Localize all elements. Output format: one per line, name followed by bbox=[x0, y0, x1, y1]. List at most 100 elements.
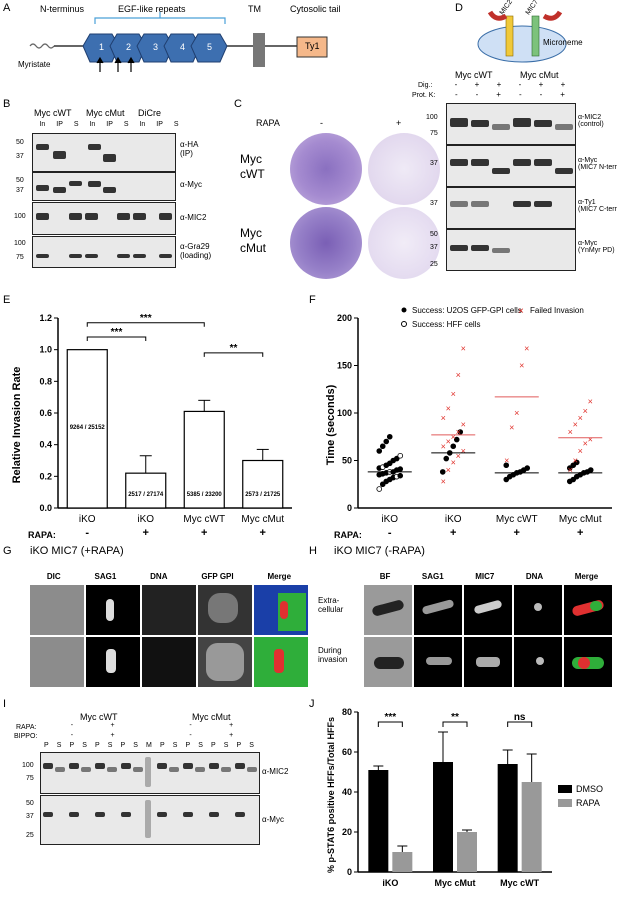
e-sig-bracket bbox=[86, 322, 205, 327]
c-minus: - bbox=[320, 118, 323, 128]
blot-d-myc bbox=[446, 145, 576, 187]
panel-label-e: E bbox=[3, 294, 11, 306]
b3-antibody: α-MIC2 bbox=[180, 213, 207, 222]
j-ytick-label: 60 bbox=[342, 747, 352, 757]
i1-mw-75: 75 bbox=[26, 775, 34, 782]
h-r2-bf bbox=[364, 637, 412, 687]
e-ytick-label: 0.4 bbox=[39, 440, 52, 450]
f-point-success bbox=[443, 455, 450, 462]
f-point-success bbox=[376, 486, 383, 492]
f-point-fail: × bbox=[568, 465, 573, 475]
d2-mw-37: 37 bbox=[430, 160, 438, 167]
j-bar bbox=[392, 852, 413, 872]
j-ytick-label: 80 bbox=[342, 707, 352, 717]
f-x-label: iKO bbox=[381, 514, 398, 525]
e-ytick-label: 1.0 bbox=[39, 345, 52, 355]
e-sig-bracket bbox=[203, 352, 264, 357]
blot-i-myc bbox=[40, 795, 260, 845]
egf-label: EGF-like repeats bbox=[118, 4, 186, 14]
i-rapa-values: - + - + bbox=[70, 722, 234, 729]
g-r1-sag1 bbox=[86, 585, 140, 635]
c-plus: + bbox=[396, 118, 402, 128]
f-point-success bbox=[570, 476, 577, 483]
f-point-fail: × bbox=[509, 422, 514, 432]
ty1-label: Ty1 bbox=[305, 41, 320, 51]
j-ytick-label: 20 bbox=[342, 827, 352, 837]
i-group-1: Myc cWT bbox=[80, 712, 118, 722]
e-sig-bracket bbox=[86, 336, 147, 341]
ty1-tag bbox=[296, 36, 328, 58]
d-microneme-label: Microneme bbox=[543, 38, 583, 47]
b2-antibody: α-Myc bbox=[180, 180, 202, 189]
f-point-success bbox=[524, 465, 531, 471]
f-point-fail: × bbox=[446, 437, 451, 447]
f-point-success bbox=[503, 462, 510, 469]
g-col-labels: DIC SAG1 DNA GFP GPI Merge bbox=[46, 572, 292, 581]
j-x-label: iKO bbox=[382, 878, 398, 888]
j-sig-bracket bbox=[442, 721, 468, 727]
e-rapa-value: + bbox=[201, 527, 207, 539]
e-bar bbox=[125, 472, 167, 509]
d-protk-label: Prot. K: bbox=[412, 92, 436, 99]
b-group-2: Myc cMut bbox=[86, 108, 125, 118]
f-point-success bbox=[570, 462, 577, 469]
f-point-fail: × bbox=[441, 476, 446, 486]
i-bippo-values: - + - + bbox=[70, 732, 234, 739]
f-point-fail: × bbox=[451, 457, 456, 467]
h-r2-sag1 bbox=[414, 637, 462, 687]
h-r1-dna bbox=[514, 585, 562, 635]
g-r1-dna bbox=[142, 585, 196, 635]
mutation-arrows bbox=[96, 56, 135, 72]
f-point-fail: × bbox=[583, 438, 588, 448]
e-ytick-label: 0.0 bbox=[39, 503, 52, 513]
f-rapa-value: + bbox=[514, 527, 520, 539]
chart-e: Relative Invasion Rate 0.0 0.2 0.4 0.6 0.8 1.… bbox=[11, 313, 292, 539]
b4-mw-75: 75 bbox=[16, 254, 24, 261]
blot-b-myc bbox=[32, 172, 176, 201]
f-point-fail: × bbox=[461, 446, 466, 456]
e-ytick-label: 0.2 bbox=[39, 471, 52, 481]
myristate-label: Myristate bbox=[18, 60, 51, 69]
panel-label-a: A bbox=[3, 2, 11, 14]
e-bar bbox=[183, 410, 225, 509]
d1-antibody: α-MIC2 (control) bbox=[578, 114, 604, 128]
e-bar-label: 5385 / 23200 bbox=[187, 492, 223, 498]
g-r2-dna bbox=[142, 637, 196, 687]
f-rapa-value: + bbox=[450, 527, 456, 539]
e-sig-label: *** bbox=[140, 313, 152, 324]
g-r2-merge bbox=[254, 637, 308, 687]
f-x-label: iKO bbox=[445, 514, 462, 525]
f-point-fail: × bbox=[461, 419, 466, 429]
i2-mw-25: 25 bbox=[26, 832, 34, 839]
f-point-fail: × bbox=[514, 408, 519, 418]
e-rapa-label: RAPA: bbox=[28, 530, 56, 540]
e-x-label: Myc cWT bbox=[183, 514, 225, 525]
e-rapa-value: + bbox=[260, 527, 266, 539]
egf-bracket bbox=[94, 17, 226, 24]
e-ylabel: Relative Invasion Rate bbox=[11, 367, 23, 484]
h-r1-bf bbox=[364, 585, 412, 635]
plate-cmut-plus bbox=[368, 207, 440, 279]
f-ytick-label: 100 bbox=[337, 408, 352, 418]
f-legend-u2os: Success: U2OS GFP-GPI cells bbox=[412, 306, 522, 315]
j-sig-label: ** bbox=[451, 712, 459, 723]
e-x-label: Myc cMut bbox=[241, 514, 284, 525]
i-bippo-label: BIPPO: bbox=[14, 733, 38, 740]
j-x-label: Myc cWT bbox=[500, 878, 540, 888]
f-x-label: Myc cWT bbox=[496, 514, 538, 525]
e-bar bbox=[242, 459, 284, 509]
mic7-bar bbox=[531, 15, 540, 57]
d3-mw-37: 37 bbox=[430, 200, 438, 207]
e-x-label: iKO bbox=[137, 514, 154, 525]
microneme-diagram bbox=[477, 10, 567, 63]
e-bar-label: 2573 / 21725 bbox=[245, 492, 281, 498]
mic2-cap bbox=[487, 10, 508, 21]
f-point-fail: × bbox=[578, 413, 583, 423]
e-bar-label: 9264 / 25152 bbox=[70, 425, 106, 431]
j-sig-bracket bbox=[507, 721, 533, 727]
f-point-success bbox=[376, 448, 383, 454]
f-point-fail: × bbox=[578, 446, 583, 456]
panel-label-g: G bbox=[3, 545, 12, 557]
f-point-fail: × bbox=[588, 435, 593, 445]
f-legend-marker-u2os bbox=[401, 307, 407, 313]
